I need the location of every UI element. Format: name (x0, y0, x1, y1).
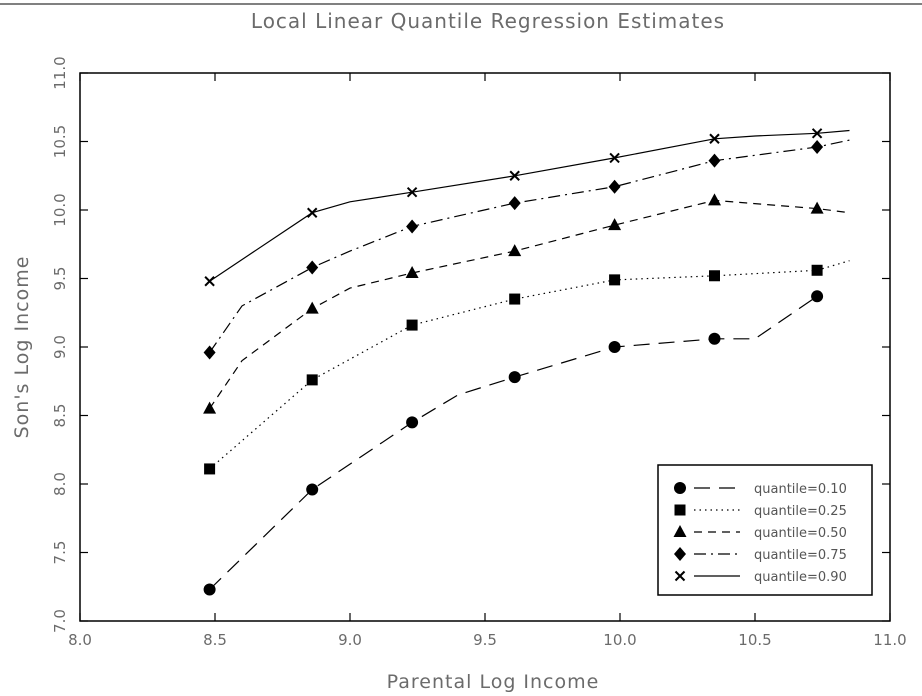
legend-label: quantile=0.25 (754, 504, 847, 519)
x-axis: 8.0 8.5 9.0 9.5 10.0 10.5 11.0 (68, 73, 907, 649)
data-point-triangle (203, 401, 217, 414)
data-point-x (709, 133, 720, 144)
legend-entry: quantile=0.10 (674, 482, 847, 497)
data-point-circle (674, 482, 686, 494)
data-point-triangle (673, 525, 687, 537)
series-quantile-1 (204, 260, 850, 475)
x-marker-stroke (509, 170, 520, 181)
data-point-circle (508, 371, 521, 384)
y-tick-label: 10.5 (51, 125, 69, 158)
legend-label: quantile=0.90 (754, 570, 847, 585)
data-point-diamond (306, 260, 319, 275)
data-point-circle (811, 290, 824, 303)
x-marker-stroke (406, 186, 418, 198)
data-point-x (609, 152, 620, 164)
x-marker-stroke (674, 570, 686, 582)
y-axis: 7.0 7.5 8.0 8.5 9.0 9.5 10.0 10.5 11.0 (51, 56, 890, 633)
data-point-x (306, 207, 318, 218)
series-quantile-4 (204, 128, 850, 287)
series-quantile-0 (203, 290, 824, 596)
data-point-square (674, 504, 686, 516)
legend-entry: quantile=0.50 (673, 525, 847, 541)
legend-entry: quantile=0.25 (674, 504, 847, 519)
data-point-diamond (608, 179, 621, 194)
data-point-triangle (508, 244, 522, 257)
legend-label: quantile=0.50 (754, 526, 847, 541)
data-point-x (674, 570, 686, 582)
y-tick-label: 8.5 (51, 404, 69, 428)
data-point-diamond (508, 196, 521, 211)
x-tick-label: 8.5 (203, 631, 227, 649)
data-point-square (709, 270, 720, 282)
data-point-diamond (406, 219, 419, 234)
y-tick-label: 7.0 (51, 609, 69, 633)
data-point-circle (306, 483, 319, 496)
data-point-triangle (608, 218, 622, 231)
data-point-triangle (708, 193, 721, 206)
x-axis-label: Parental Log Income (387, 671, 600, 693)
y-tick-label: 9.0 (51, 335, 69, 359)
data-point-diamond (708, 153, 721, 168)
y-tick-label: 8.0 (51, 472, 69, 496)
data-point-x (509, 170, 520, 181)
series-line (209, 129, 850, 282)
x-marker-stroke (709, 133, 720, 144)
data-point-x (811, 128, 823, 139)
data-point-diamond (674, 547, 686, 561)
y-axis-label: Son's Log Income (11, 256, 33, 439)
data-point-square (204, 463, 216, 475)
series-line (209, 199, 850, 409)
data-point-square (509, 293, 521, 305)
legend-label: quantile=0.10 (754, 482, 847, 497)
data-point-circle (203, 583, 216, 596)
x-marker-stroke (609, 152, 620, 164)
data-point-x (204, 276, 215, 287)
series-line (209, 139, 850, 353)
x-tick-label: 10.5 (738, 631, 771, 649)
data-point-circle (406, 416, 419, 429)
x-tick-label: 9.5 (473, 631, 497, 649)
data-point-triangle (405, 266, 419, 279)
x-marker-stroke (204, 276, 215, 287)
data-point-square (406, 319, 418, 331)
data-point-triangle (305, 301, 319, 314)
x-tick-label: 11.0 (873, 631, 906, 649)
y-tick-label: 9.5 (51, 267, 69, 291)
chart-title: Local Linear Quantile Regression Estimat… (251, 9, 725, 33)
data-point-diamond (811, 139, 824, 154)
x-marker-stroke (811, 128, 823, 139)
data-point-square (609, 274, 621, 286)
x-tick-label: 9.0 (338, 631, 362, 649)
x-tick-label: 10.0 (603, 631, 636, 649)
legend-label: quantile=0.75 (754, 548, 847, 563)
y-tick-label: 7.5 (51, 541, 69, 565)
x-tick-label: 8.0 (68, 631, 92, 649)
y-tick-label: 11.0 (51, 56, 69, 89)
series-quantile-3 (203, 139, 850, 360)
data-point-circle (608, 341, 621, 353)
legend-entry: quantile=0.90 (674, 570, 847, 585)
x-marker-stroke (306, 207, 318, 218)
data-point-circle (708, 332, 721, 345)
data-point-diamond (203, 345, 216, 360)
series-layer (203, 128, 850, 596)
series-line (209, 260, 850, 470)
data-point-triangle (810, 201, 824, 214)
legend-box (657, 464, 873, 596)
data-point-x (406, 186, 418, 198)
data-point-square (811, 264, 823, 276)
y-tick-label: 10.0 (51, 193, 69, 226)
legend: quantile=0.10 quantile=0.25 quantile=0.50 q… (657, 464, 873, 596)
legend-entry: quantile=0.75 (674, 547, 847, 563)
series-quantile-2 (203, 193, 850, 414)
data-point-square (306, 374, 318, 386)
